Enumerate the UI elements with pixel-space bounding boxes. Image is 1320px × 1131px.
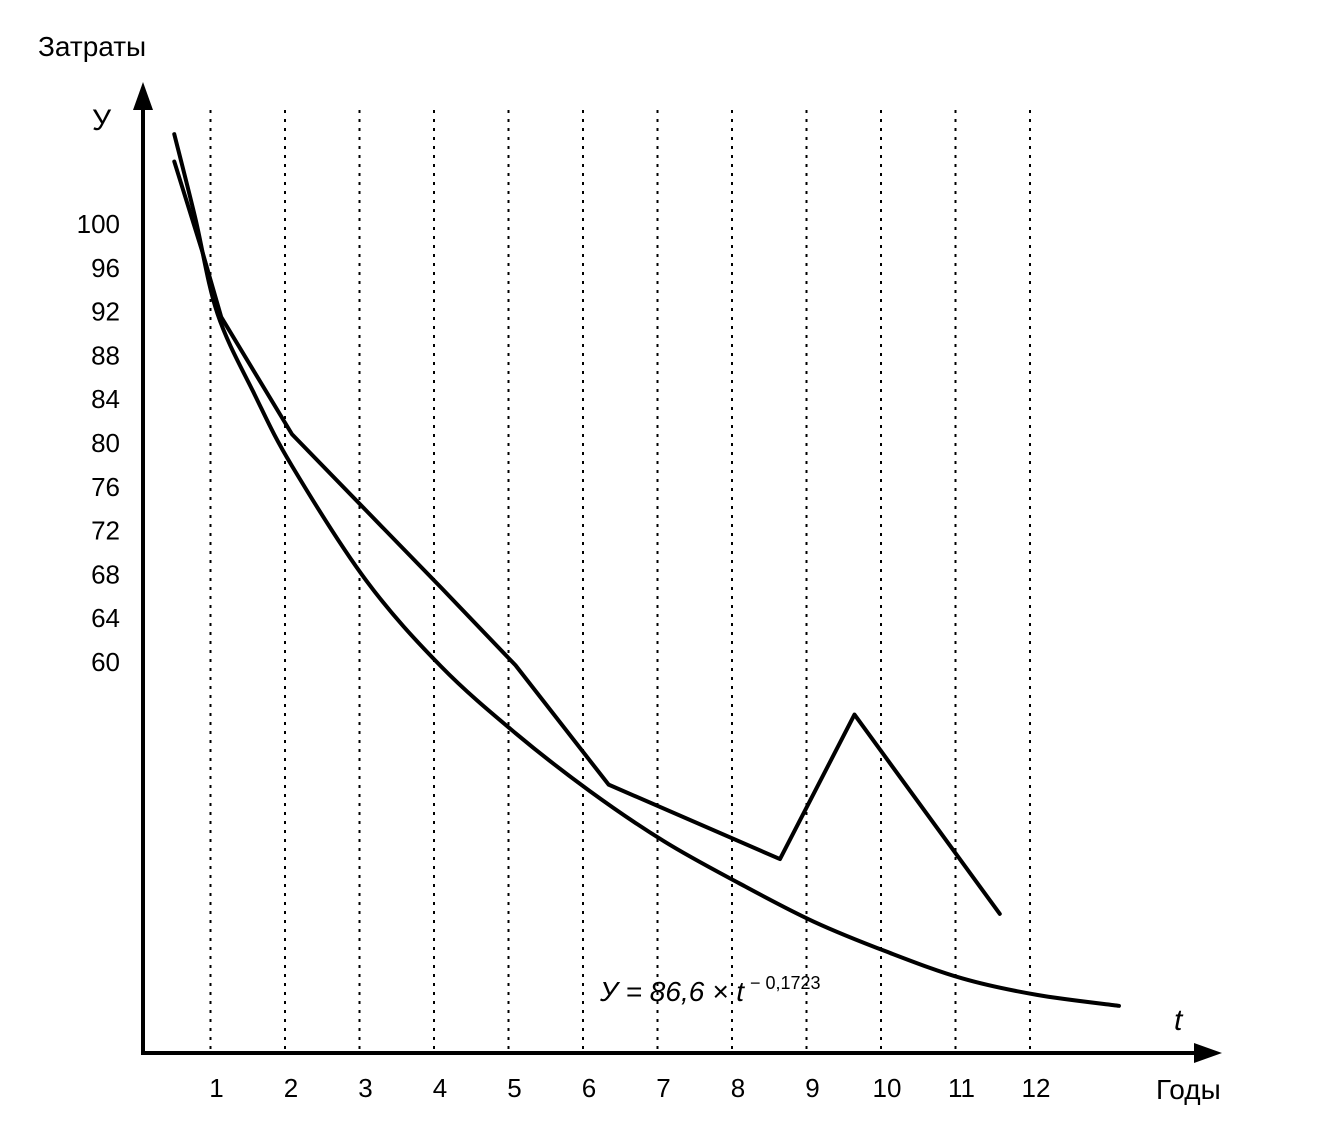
x-tick-label-11: 11 [948, 1073, 975, 1103]
equation-text: У = 86,6 × t [599, 976, 745, 1007]
series-line-trend [172, 132, 1121, 1008]
x-tick-label-10: 10 [873, 1073, 902, 1103]
y-tick-label-68: 68 [91, 559, 120, 589]
x-tick-label-1: 1 [209, 1073, 223, 1103]
y-axis-title: Затраты [38, 31, 146, 62]
x-tick-label-9: 9 [805, 1073, 819, 1103]
x-tick-label-7: 7 [656, 1073, 670, 1103]
x-tick-label-2: 2 [284, 1073, 298, 1103]
series-line-actual [172, 159, 1002, 916]
y-tick-label-72: 72 [91, 516, 120, 546]
x-tick-label-12: 12 [1022, 1073, 1051, 1103]
x-tick-label-6: 6 [582, 1073, 596, 1103]
equation-exponent: − 0,1723 [750, 973, 821, 993]
x-axis-letter: t [1174, 1004, 1184, 1037]
x-axis-title: Годы [1156, 1074, 1221, 1105]
x-tick-label-4: 4 [433, 1073, 447, 1103]
y-tick-label-84: 84 [91, 384, 120, 414]
x-tick-label-8: 8 [731, 1073, 745, 1103]
y-axis-arrow [133, 82, 153, 110]
y-tick-label-80: 80 [91, 428, 120, 458]
x-tick-label-5: 5 [507, 1073, 521, 1103]
y-tick-label-96: 96 [91, 253, 120, 283]
y-tick-label-60: 60 [91, 647, 120, 677]
trend-equation: У = 86,6 × t − 0,1723 [599, 973, 821, 1007]
x-axis-arrow [1194, 1043, 1222, 1063]
y-tick-label-100: 100 [77, 209, 120, 239]
x-tick-label-3: 3 [358, 1073, 372, 1103]
y-tick-label-64: 64 [91, 603, 120, 633]
y-tick-label-76: 76 [91, 472, 120, 502]
y-tick-label-88: 88 [91, 340, 120, 370]
y-axis-letter: У [92, 104, 112, 137]
y-tick-label-92: 92 [91, 297, 120, 327]
